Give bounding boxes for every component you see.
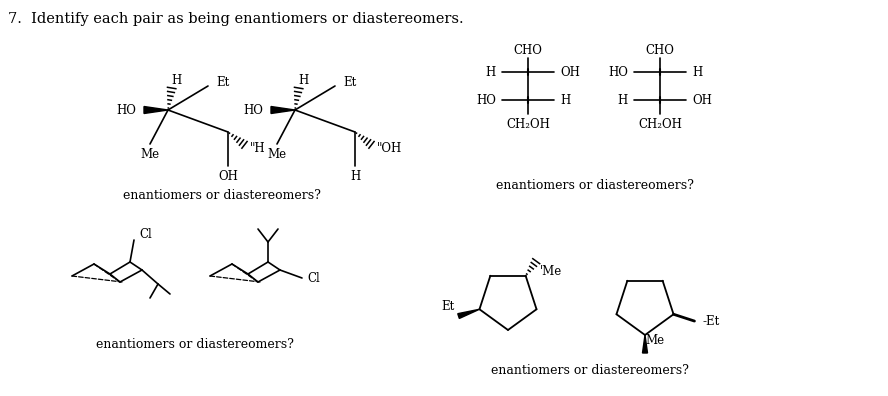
Text: Me: Me	[645, 335, 664, 348]
Text: Et: Et	[441, 299, 455, 312]
Text: "OH: "OH	[377, 141, 402, 154]
Text: 'Me: 'Me	[539, 265, 561, 278]
Text: CH₂OH: CH₂OH	[506, 118, 550, 131]
Text: "H: "H	[250, 141, 266, 154]
Text: enantiomers or diastereomers?: enantiomers or diastereomers?	[491, 364, 689, 377]
Text: enantiomers or diastereomers?: enantiomers or diastereomers?	[96, 339, 294, 352]
Text: HO: HO	[608, 65, 628, 78]
Text: CH₂OH: CH₂OH	[638, 118, 682, 131]
Polygon shape	[458, 309, 480, 318]
Text: H: H	[486, 65, 496, 78]
Text: CHO: CHO	[646, 44, 675, 57]
Text: OH: OH	[692, 93, 712, 107]
Text: HO: HO	[476, 93, 496, 107]
Text: H: H	[350, 169, 361, 183]
Text: -Et: -Et	[702, 314, 719, 327]
Polygon shape	[643, 335, 647, 353]
Text: H: H	[297, 74, 308, 86]
Text: HO: HO	[116, 103, 136, 116]
Text: H: H	[170, 74, 181, 86]
Polygon shape	[144, 107, 168, 114]
Text: H: H	[692, 65, 702, 78]
Text: Me: Me	[140, 147, 160, 160]
Text: Me: Me	[267, 147, 287, 160]
Text: OH: OH	[560, 65, 580, 78]
Text: enantiomers or diastereomers?: enantiomers or diastereomers?	[496, 179, 694, 192]
Text: OH: OH	[218, 169, 238, 183]
Text: Cl: Cl	[139, 227, 152, 240]
Text: Cl: Cl	[307, 272, 320, 284]
Text: H: H	[618, 93, 628, 107]
Polygon shape	[271, 107, 295, 114]
Text: H: H	[560, 93, 570, 107]
Text: Et: Et	[343, 76, 356, 88]
Text: 7.  Identify each pair as being enantiomers or diastereomers.: 7. Identify each pair as being enantiome…	[8, 12, 464, 26]
Text: CHO: CHO	[513, 44, 543, 57]
Text: Et: Et	[216, 76, 229, 88]
Text: enantiomers or diastereomers?: enantiomers or diastereomers?	[123, 188, 321, 202]
Text: HO: HO	[243, 103, 263, 116]
